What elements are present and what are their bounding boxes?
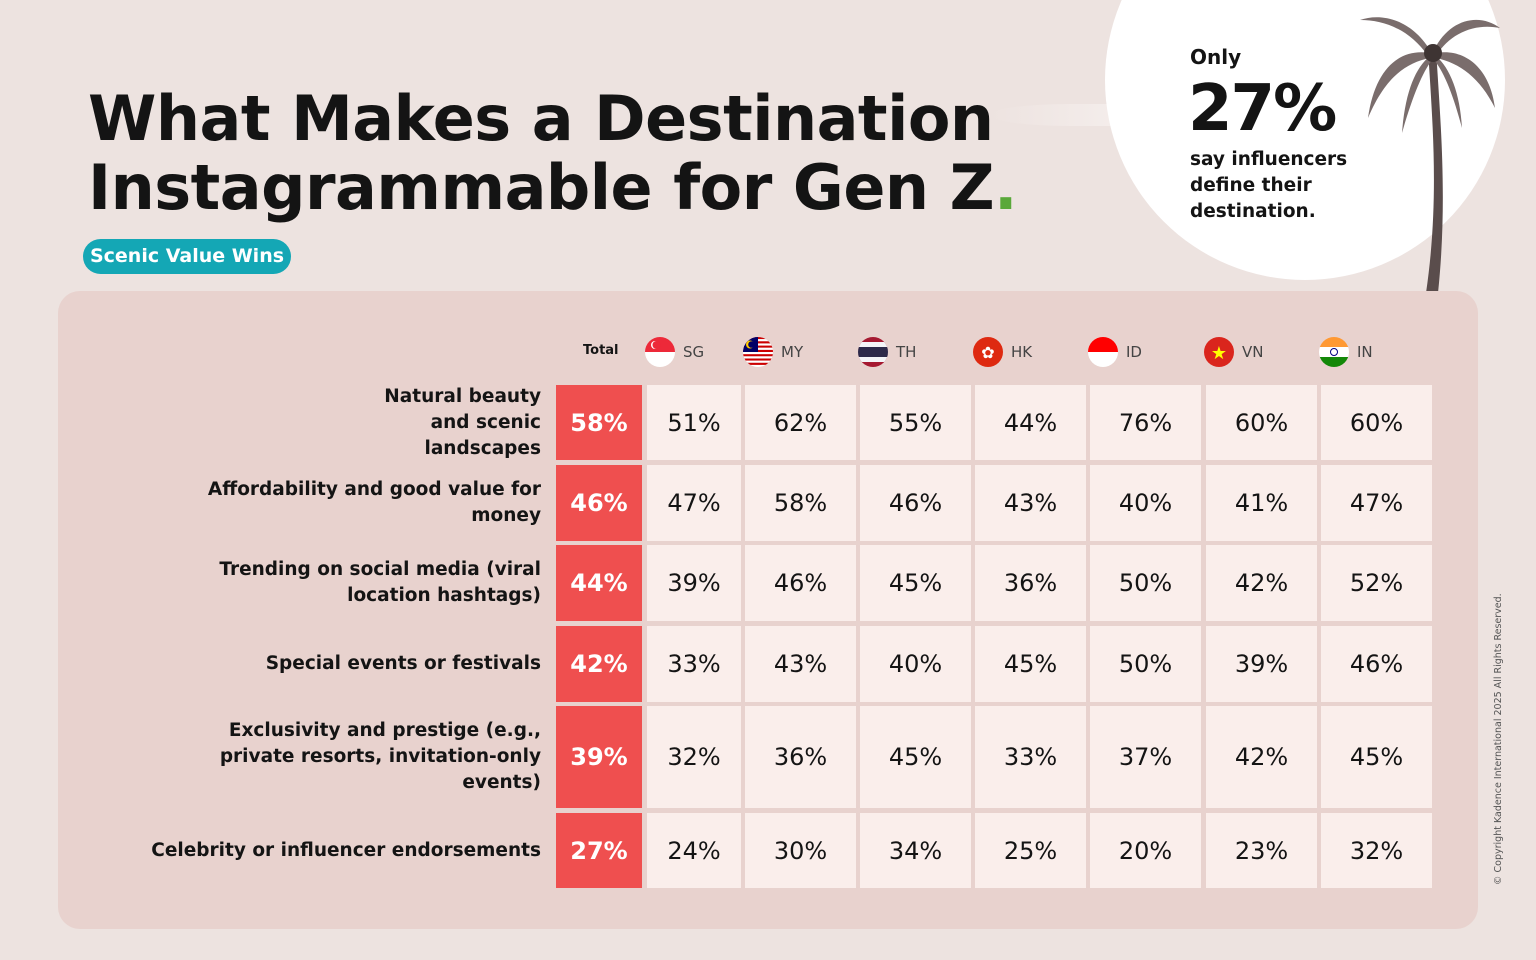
- value-cell-sg: 51%: [647, 385, 741, 460]
- value-cell-hk: 33%: [975, 706, 1086, 808]
- value-cell-sg: 33%: [647, 626, 741, 702]
- value-cell-hk: 43%: [975, 465, 1086, 541]
- value-cell-in: 52%: [1321, 545, 1432, 621]
- value-cell-in: 47%: [1321, 465, 1432, 541]
- row-label: Exclusivity and prestige (e.g., private …: [219, 720, 541, 793]
- title-dot: .: [994, 151, 1018, 224]
- hong-kong-flag-icon: ✿: [973, 337, 1003, 367]
- value-cell-th: 55%: [860, 385, 971, 460]
- value-cell-hk: 36%: [975, 545, 1086, 621]
- callout-text: say influencers define their destination…: [1190, 149, 1348, 222]
- column-label: HK: [1011, 343, 1033, 361]
- callout-prefix: Only: [1190, 45, 1242, 69]
- value-cell-vn: 60%: [1206, 385, 1317, 460]
- value-cell-th: 45%: [860, 706, 971, 808]
- value-cell-id: 37%: [1090, 706, 1201, 808]
- column-header-th: TH: [858, 336, 916, 368]
- value-cell-in: 32%: [1321, 813, 1432, 888]
- row-label: Trending on social media (viral location…: [219, 559, 541, 606]
- value-cell-id: 40%: [1090, 465, 1201, 541]
- column-header-my: MY: [743, 336, 803, 368]
- value-cell-vn: 39%: [1206, 626, 1317, 702]
- title-line-2: Instagrammable for Gen Z: [88, 151, 995, 224]
- total-cell: 58%: [556, 385, 642, 460]
- value-cell-id: 50%: [1090, 626, 1201, 702]
- value-cell-th: 46%: [860, 465, 971, 541]
- row-label: Affordability and good value for money: [207, 479, 541, 526]
- value-cell-th: 40%: [860, 626, 971, 702]
- value-cell-hk: 45%: [975, 626, 1086, 702]
- value-cell-hk: 44%: [975, 385, 1086, 460]
- value-cell-my: 43%: [745, 626, 856, 702]
- title-line-1: What Makes a Destination: [88, 82, 994, 155]
- total-cell: 39%: [556, 706, 642, 808]
- total-cell: 46%: [556, 465, 642, 541]
- page-title: What Makes a Destination Instagrammable …: [88, 82, 1018, 224]
- column-header-sg: SG: [645, 336, 704, 368]
- column-label: SG: [683, 343, 705, 361]
- column-header-in: IN: [1319, 336, 1373, 368]
- value-cell-in: 46%: [1321, 626, 1432, 702]
- column-label: ID: [1126, 343, 1142, 361]
- value-cell-sg: 39%: [647, 545, 741, 621]
- row-label: Celebrity or influencer endorsements: [151, 839, 541, 861]
- value-cell-my: 36%: [745, 706, 856, 808]
- svg-text:✿: ✿: [981, 343, 994, 362]
- value-cell-vn: 23%: [1206, 813, 1317, 888]
- singapore-flag-icon: [645, 337, 675, 367]
- value-cell-sg: 24%: [647, 813, 741, 888]
- value-cell-in: 60%: [1321, 385, 1432, 460]
- value-cell-id: 20%: [1090, 813, 1201, 888]
- column-label: IN: [1357, 343, 1373, 361]
- total-cell: 42%: [556, 626, 642, 702]
- column-label: VN: [1242, 343, 1264, 361]
- value-cell-vn: 42%: [1206, 706, 1317, 808]
- value-cell-vn: 41%: [1206, 465, 1317, 541]
- palm-tree-icon: [1360, 17, 1500, 293]
- column-header-vn: ★ VN: [1204, 336, 1263, 368]
- row-label: Natural beauty and scenic landscapes: [384, 385, 541, 459]
- value-cell-th: 34%: [860, 813, 971, 888]
- malaysia-flag-icon: [743, 337, 773, 367]
- column-header-total: Total: [583, 343, 619, 358]
- value-cell-my: 58%: [745, 465, 856, 541]
- copyright: © Copyright Kadence International 2025 A…: [1493, 593, 1504, 885]
- total-cell: 44%: [556, 545, 642, 621]
- column-header-hk: ✿ HK: [973, 336, 1032, 368]
- value-cell-sg: 32%: [647, 706, 741, 808]
- value-cell-hk: 25%: [975, 813, 1086, 888]
- value-cell-in: 45%: [1321, 706, 1432, 808]
- value-cell-id: 76%: [1090, 385, 1201, 460]
- value-cell-my: 46%: [745, 545, 856, 621]
- value-cell-vn: 42%: [1206, 545, 1317, 621]
- india-flag-icon: [1319, 337, 1349, 367]
- value-cell-my: 62%: [745, 385, 856, 460]
- value-cell-th: 45%: [860, 545, 971, 621]
- value-cell-id: 50%: [1090, 545, 1201, 621]
- value-cell-sg: 47%: [647, 465, 741, 541]
- column-label: MY: [781, 343, 804, 361]
- column-label: TH: [896, 343, 917, 361]
- subtitle-badge: Scenic Value Wins: [83, 239, 291, 274]
- svg-text:★: ★: [1211, 343, 1227, 364]
- callout-value: 27%: [1188, 72, 1337, 146]
- column-header-id: ID: [1088, 336, 1142, 368]
- indonesia-flag-icon: [1088, 337, 1118, 367]
- vietnam-flag-icon: ★: [1204, 337, 1234, 367]
- thailand-flag-icon: [858, 337, 888, 367]
- value-cell-my: 30%: [745, 813, 856, 888]
- total-cell: 27%: [556, 813, 642, 888]
- row-label: Special events or festivals: [265, 653, 541, 674]
